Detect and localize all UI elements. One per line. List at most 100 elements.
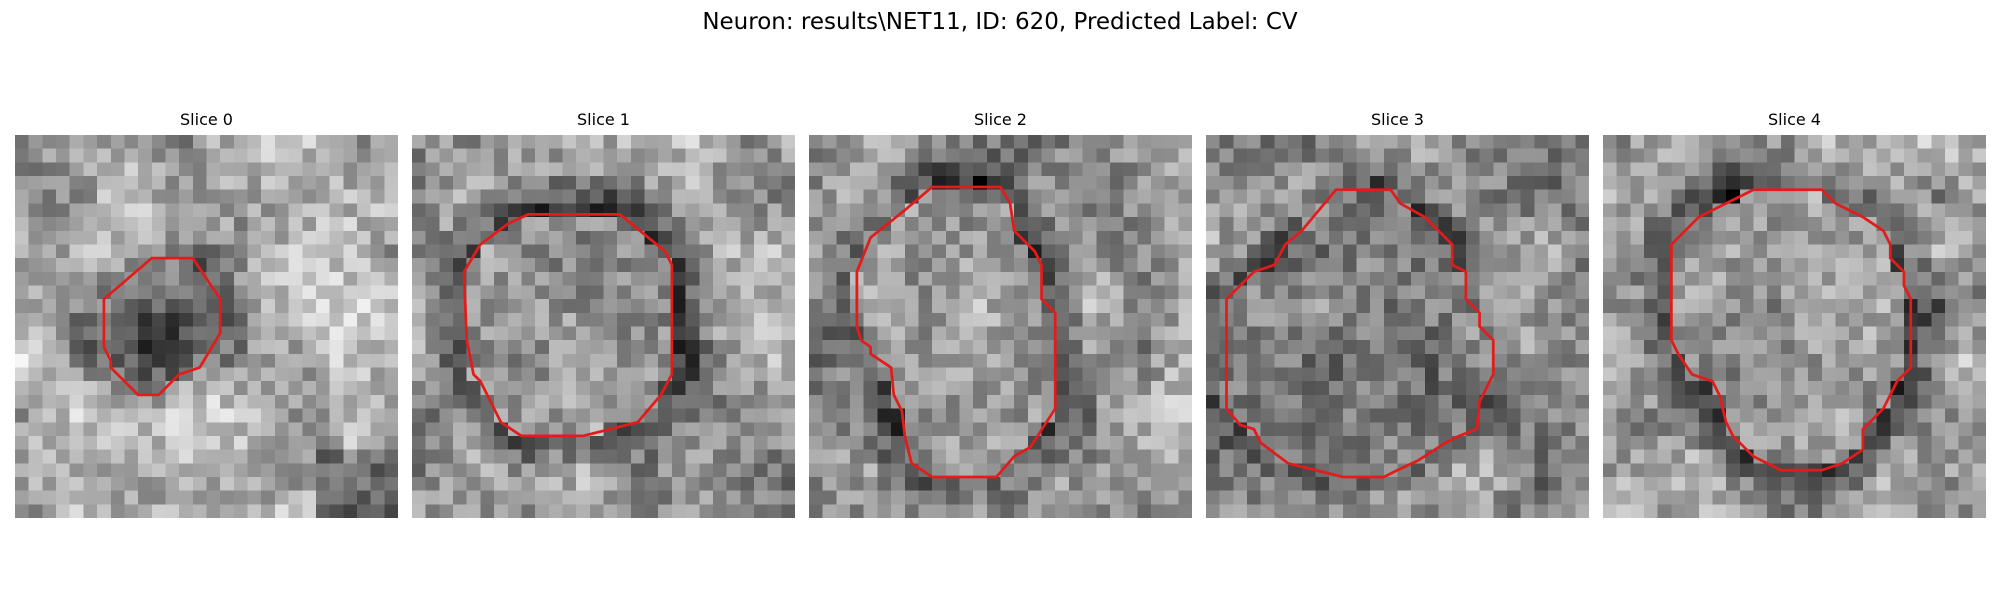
pixel <box>1397 504 1412 518</box>
pixel <box>1000 408 1015 423</box>
pixel <box>1356 476 1371 491</box>
pixel <box>1233 135 1248 149</box>
pixel <box>124 189 139 204</box>
pixel <box>562 285 577 300</box>
pixel <box>699 230 714 245</box>
pixel <box>904 230 919 245</box>
pixel <box>494 476 509 491</box>
pixel <box>453 189 467 204</box>
pixel <box>1917 408 1932 423</box>
pixel <box>494 394 509 409</box>
pixel <box>1520 230 1535 245</box>
pixel <box>918 258 933 273</box>
pixel <box>1890 394 1905 409</box>
pixel <box>986 230 1001 245</box>
pixel <box>69 422 84 437</box>
pixel <box>288 271 303 286</box>
pixel <box>343 244 358 259</box>
pixel <box>1821 162 1836 177</box>
pixel <box>973 135 988 149</box>
pixel <box>1301 271 1316 286</box>
pixel <box>97 435 112 450</box>
pixel <box>699 217 714 232</box>
pixel <box>1082 353 1097 368</box>
pixel <box>1260 176 1275 190</box>
pixel <box>1370 490 1385 505</box>
pixel <box>1041 340 1056 355</box>
pixel <box>699 162 714 177</box>
pixel <box>1506 230 1521 245</box>
pixel <box>1767 203 1782 218</box>
pixel <box>753 435 768 450</box>
pixel <box>1068 367 1083 382</box>
pixel <box>1726 367 1741 382</box>
pixel <box>521 340 536 355</box>
pixel <box>28 217 43 232</box>
pixel <box>1206 148 1220 163</box>
pixel <box>781 230 795 245</box>
pixel <box>809 203 823 218</box>
pixel <box>261 326 276 341</box>
pixel <box>1958 408 1973 423</box>
pixel <box>932 148 947 163</box>
pixel <box>1206 203 1220 218</box>
pixel <box>548 244 563 259</box>
pixel <box>1644 285 1658 300</box>
pixel <box>1247 285 1261 300</box>
pixel <box>740 244 755 259</box>
pixel <box>1288 135 1303 149</box>
pixel <box>1835 367 1850 382</box>
pixel <box>425 162 440 177</box>
pixel <box>726 271 741 286</box>
pixel <box>439 189 454 204</box>
pixel <box>274 490 289 505</box>
pixel <box>384 271 398 286</box>
pixel <box>453 326 467 341</box>
pixel <box>1274 381 1289 396</box>
pixel <box>1630 148 1645 163</box>
pixel <box>1739 217 1754 232</box>
pixel <box>110 381 125 396</box>
pixel <box>1835 285 1850 300</box>
pixel <box>1233 203 1248 218</box>
pixel <box>576 408 591 423</box>
pixel <box>1315 408 1330 423</box>
pixel <box>1315 340 1330 355</box>
pixel <box>603 148 618 163</box>
pixel <box>589 271 604 286</box>
pixel <box>1424 271 1439 286</box>
pixel <box>1616 422 1631 437</box>
pixel <box>1096 340 1111 355</box>
pixel <box>439 271 454 286</box>
pixel <box>1575 258 1589 273</box>
pixel <box>809 271 823 286</box>
pixel <box>891 476 906 491</box>
pixel <box>1890 381 1905 396</box>
pixel <box>1944 312 1959 327</box>
pixel <box>712 394 727 409</box>
pixel <box>1383 312 1398 327</box>
pixel <box>83 381 98 396</box>
pixel <box>1849 476 1864 491</box>
pixel <box>179 148 194 163</box>
pixel <box>412 422 426 437</box>
pixel <box>83 230 98 245</box>
pixel <box>1014 203 1029 218</box>
pixel <box>69 381 84 396</box>
pixel <box>1082 435 1097 450</box>
pixel <box>809 394 823 409</box>
pixel <box>863 504 878 518</box>
pixel <box>1726 353 1741 368</box>
pixel <box>28 148 43 163</box>
pixel <box>1726 408 1741 423</box>
pixel <box>1931 381 1946 396</box>
pixel <box>1027 340 1042 355</box>
pixel <box>1041 285 1056 300</box>
pixel <box>850 367 864 382</box>
pixel <box>1862 381 1877 396</box>
pixel <box>206 353 221 368</box>
pixel <box>1698 353 1713 368</box>
pixel <box>1794 504 1809 518</box>
pixel <box>904 258 919 273</box>
pixel <box>151 271 166 286</box>
